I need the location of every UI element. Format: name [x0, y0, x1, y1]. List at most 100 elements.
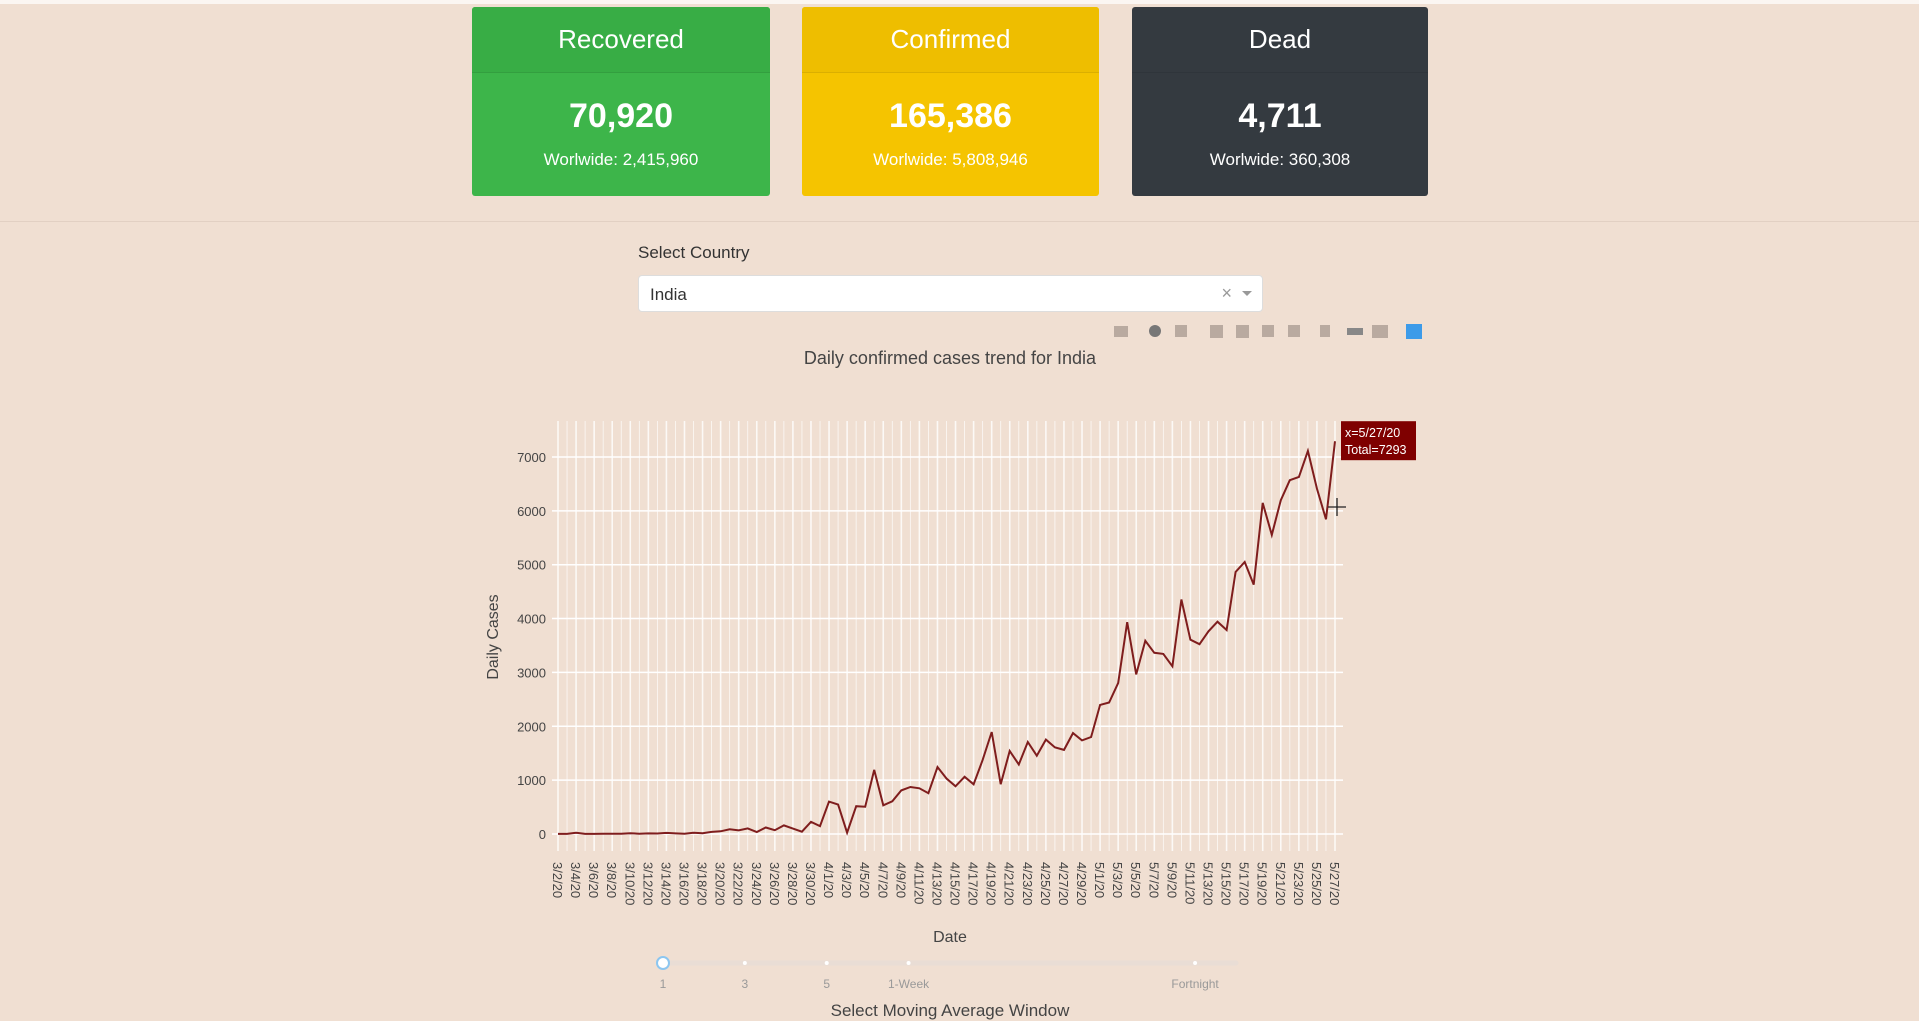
x-tick-label: 3/2/20: [550, 862, 565, 898]
card-title: Dead: [1132, 7, 1428, 73]
x-tick-label: 4/29/20: [1074, 862, 1089, 905]
x-axis-title: Date: [933, 929, 967, 946]
x-tick-label: 4/13/20: [929, 862, 944, 905]
x-tick-label: 4/9/20: [893, 862, 908, 898]
x-tick-label: 5/3/20: [1110, 862, 1125, 898]
data-line: [558, 441, 1336, 836]
toolbar-icon[interactable]: [1372, 325, 1388, 338]
x-tick-label: 5/13/20: [1201, 862, 1216, 905]
chart-title: Daily confirmed cases trend for India: [804, 348, 1097, 368]
country-select[interactable]: India ×: [638, 275, 1263, 312]
confirmed-card: Confirmed 165,386 Worlwide: 5,808,946: [802, 7, 1099, 196]
x-tick-label: 3/24/20: [749, 862, 764, 905]
toolbar-icon[interactable]: [1236, 325, 1249, 338]
x-tick-label: 5/23/20: [1291, 862, 1306, 905]
x-tick-label: 5/15/20: [1219, 862, 1234, 905]
toolbar-icon[interactable]: [1320, 325, 1330, 337]
slider-dot: [906, 961, 911, 965]
x-tick-label: 4/27/20: [1056, 862, 1071, 905]
y-tick-label: 1000: [517, 773, 546, 788]
y-tick-label: 7000: [517, 450, 546, 465]
x-tick-label: 5/9/20: [1164, 862, 1179, 898]
hover-y: Total=7293: [1345, 443, 1407, 457]
x-tick-label: 4/11/20: [911, 862, 926, 904]
toolbar: [1114, 324, 1422, 339]
x-tick-label: 4/5/20: [857, 862, 872, 898]
slider-dot: [661, 961, 665, 965]
x-tick-label: 4/1/20: [821, 862, 836, 898]
select-label: Select Country: [638, 243, 750, 262]
slider-mark-label: 1-Week: [888, 977, 930, 991]
x-tick-label: 3/16/20: [676, 862, 691, 905]
x-tick-label: 3/10/20: [622, 862, 637, 905]
toolbar-icon[interactable]: [1175, 325, 1187, 337]
x-tick-label: 3/12/20: [640, 862, 655, 905]
x-tick-label: 3/18/20: [695, 862, 710, 905]
card-value: 165,386: [889, 97, 1012, 135]
x-tick-label: 4/19/20: [984, 862, 999, 905]
slider-dot: [742, 961, 747, 965]
y-tick-label: 6000: [517, 504, 546, 519]
x-tick-label: 3/14/20: [658, 862, 673, 905]
x-tick-label: 4/17/20: [966, 862, 981, 905]
x-tick-label: 5/7/20: [1146, 862, 1161, 898]
x-tick-label: 4/25/20: [1038, 862, 1053, 905]
x-tick-label: 3/4/20: [568, 862, 583, 898]
y-tick-label: 2000: [517, 719, 546, 734]
hover-box: [1341, 421, 1416, 461]
card-world: Worlwide: 5,808,946: [873, 150, 1028, 169]
x-tick-label: 3/20/20: [713, 862, 728, 905]
x-tick-label: 3/30/20: [803, 862, 818, 905]
x-tick-label: 5/17/20: [1237, 862, 1252, 905]
x-tick-label: 3/28/20: [785, 862, 800, 905]
slider-handle[interactable]: [656, 956, 670, 970]
y-tick-label: 5000: [517, 558, 546, 573]
toolbar-icon[interactable]: [1149, 325, 1161, 337]
x-tick-label: 3/22/20: [731, 862, 746, 905]
x-tick-label: 4/15/20: [948, 862, 963, 905]
slider-dot: [1193, 961, 1198, 965]
card-title: Recovered: [472, 7, 770, 73]
x-tick-label: 4/23/20: [1020, 862, 1035, 905]
plot-grid: [552, 421, 1343, 851]
crosshair: [1328, 498, 1346, 516]
toolbar-icon[interactable]: [1262, 325, 1274, 337]
slider-mark-label: 1: [660, 977, 667, 991]
slider-mark-label: 5: [823, 977, 830, 991]
x-tick-label: 3/26/20: [767, 862, 782, 905]
x-tick-label: 5/25/20: [1309, 862, 1324, 905]
hover-x: x=5/27/20: [1345, 426, 1400, 440]
slider-label: Select Moving Average Window: [831, 1001, 1070, 1020]
x-tick-label: 5/11/20: [1182, 862, 1197, 904]
x-tick-label: 3/6/20: [586, 862, 601, 898]
slider-mark-label: 3: [742, 977, 749, 991]
card-value: 70,920: [569, 97, 673, 135]
clear-button[interactable]: ×: [1221, 283, 1232, 303]
slider-mark-label: Fortnight: [1171, 977, 1219, 991]
toolbar-icon[interactable]: [1114, 326, 1128, 337]
x-tick-label: 3/8/20: [604, 862, 619, 898]
dead-card: Dead 4,711 Worlwide: 360,308: [1132, 7, 1428, 196]
y-tick-label: 4000: [517, 612, 546, 627]
y-axis-title: Daily Cases: [485, 594, 502, 679]
recovered-card: Recovered 70,920 Worlwide: 2,415,960: [472, 7, 770, 196]
x-tick-label: 5/5/20: [1128, 862, 1143, 898]
x-tick-label: 4/3/20: [839, 862, 854, 898]
card-world: Worlwide: 2,415,960: [543, 150, 699, 169]
select-value: India: [650, 285, 687, 304]
dropdown-arrow[interactable]: [1242, 291, 1252, 296]
card-value: 4,711: [1238, 97, 1322, 135]
toolbar-icon[interactable]: [1210, 325, 1223, 338]
toolbar-icon[interactable]: [1406, 324, 1422, 339]
x-tick-label: 5/1/20: [1092, 862, 1107, 898]
x-tick-label: 4/21/20: [1002, 862, 1017, 905]
card-world: Worlwide: 360,308: [1209, 150, 1351, 169]
y-tick-label: 0: [539, 827, 546, 842]
x-tick-label: 5/27/20: [1327, 862, 1342, 905]
toolbar-icon[interactable]: [1288, 325, 1300, 337]
x-tick-label: 5/21/20: [1273, 862, 1288, 905]
toolbar-icon[interactable]: [1347, 328, 1363, 335]
x-tick-label: 4/7/20: [875, 862, 890, 898]
x-tick-label: 5/19/20: [1255, 862, 1270, 905]
